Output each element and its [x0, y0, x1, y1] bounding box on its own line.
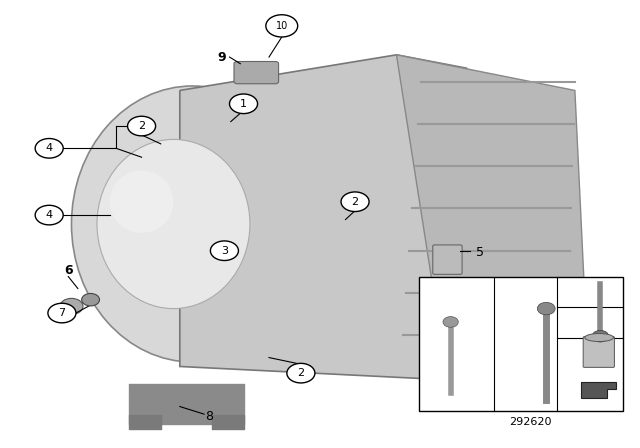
Ellipse shape — [72, 86, 314, 362]
Ellipse shape — [109, 171, 173, 233]
Text: 5: 5 — [476, 246, 484, 259]
Text: 7: 7 — [58, 308, 65, 318]
Circle shape — [127, 116, 156, 136]
Bar — [419, 277, 623, 411]
PathPatch shape — [396, 55, 588, 380]
PathPatch shape — [180, 55, 486, 380]
Text: 6: 6 — [64, 264, 72, 277]
Circle shape — [341, 192, 369, 211]
FancyBboxPatch shape — [583, 336, 614, 367]
Circle shape — [538, 302, 555, 315]
Circle shape — [211, 241, 239, 260]
Text: 9: 9 — [217, 51, 225, 64]
Circle shape — [287, 363, 315, 383]
Circle shape — [82, 293, 100, 306]
Circle shape — [60, 298, 83, 314]
Text: 4: 4 — [513, 354, 522, 367]
Text: 3: 3 — [560, 349, 568, 362]
Circle shape — [266, 15, 298, 37]
Text: 2: 2 — [513, 308, 522, 321]
Text: 2: 2 — [138, 121, 145, 131]
Ellipse shape — [585, 333, 614, 341]
FancyBboxPatch shape — [234, 61, 278, 84]
FancyBboxPatch shape — [433, 245, 462, 274]
Circle shape — [230, 94, 257, 114]
Circle shape — [35, 138, 63, 158]
Text: 4: 4 — [45, 143, 52, 153]
Circle shape — [35, 205, 63, 225]
Text: 2: 2 — [298, 368, 305, 378]
PathPatch shape — [581, 382, 616, 398]
Circle shape — [592, 331, 609, 342]
Circle shape — [48, 303, 76, 323]
Text: 10: 10 — [560, 295, 577, 308]
Text: 8: 8 — [205, 410, 213, 423]
Text: 3: 3 — [221, 246, 228, 256]
Text: 1: 1 — [427, 354, 436, 367]
Text: 292620: 292620 — [509, 417, 552, 427]
Text: 4: 4 — [45, 210, 52, 220]
Text: 10: 10 — [276, 21, 288, 31]
Text: 1: 1 — [240, 99, 247, 109]
Text: 7: 7 — [564, 282, 573, 295]
Circle shape — [443, 317, 458, 327]
Text: 2: 2 — [351, 197, 358, 207]
Ellipse shape — [97, 139, 250, 309]
